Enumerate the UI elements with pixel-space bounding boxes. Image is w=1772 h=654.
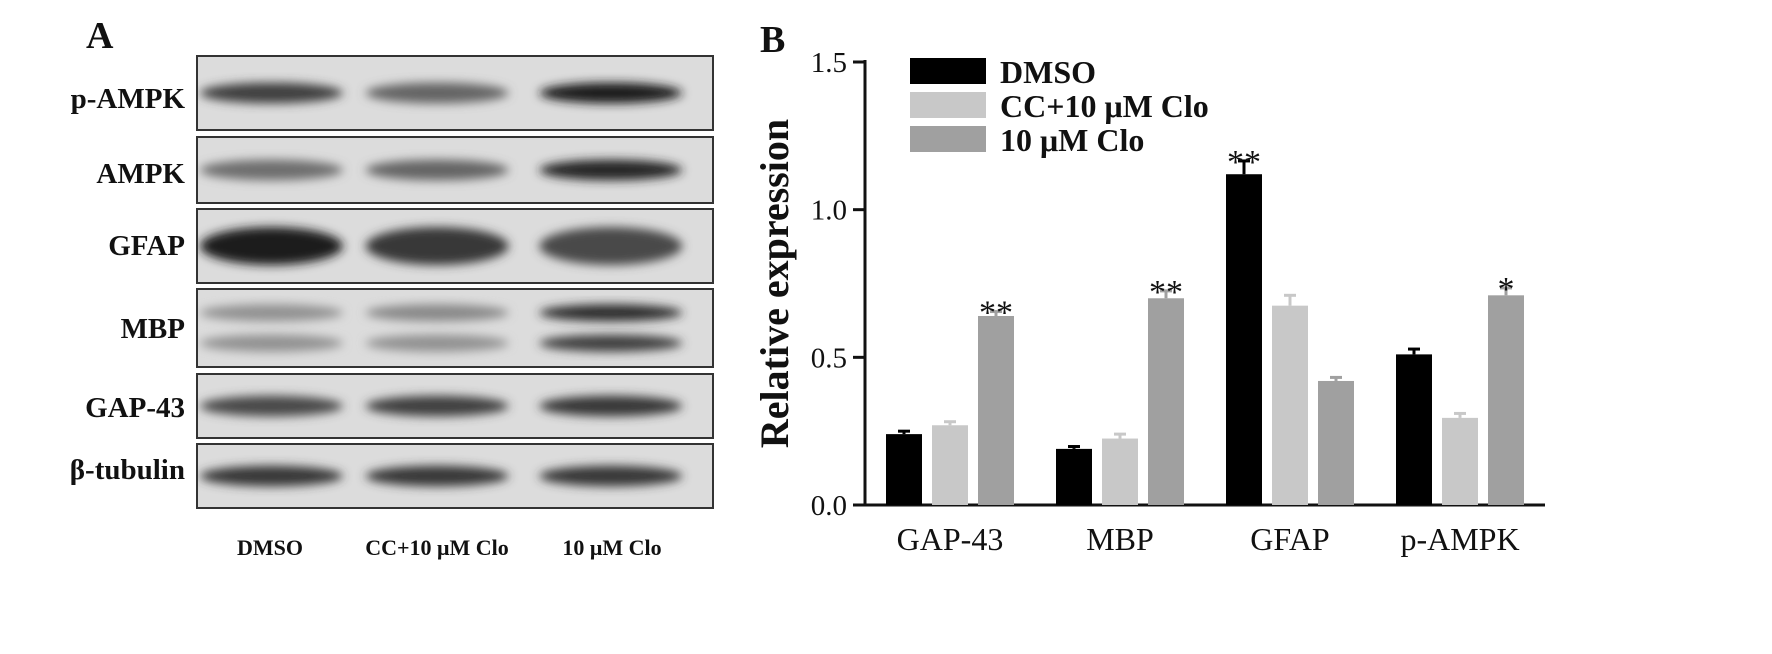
protein-band (199, 395, 343, 417)
y-tick-label: 0.5 (811, 342, 847, 374)
legend-label: DMSO (1000, 54, 1096, 90)
bar (978, 315, 1014, 505)
bar (886, 434, 922, 505)
protein-band (199, 82, 343, 104)
bar-chart: B 0.0 0.5 1.0 1.5 Relative expression ** GAP-43… (752, 19, 1545, 557)
y-tick-label: 0.0 (811, 490, 847, 522)
lane-label: CC+10 μM Clo (365, 535, 509, 560)
significance-marker: ** (1227, 144, 1261, 181)
blot-row-label: AMPK (96, 158, 185, 190)
blot-row-label: β-tubulin (69, 454, 185, 486)
bar (932, 425, 968, 505)
significance-marker: ** (1149, 274, 1183, 311)
blot-row-label: MBP (120, 313, 185, 345)
protein-band (199, 159, 343, 181)
bar (1396, 354, 1432, 505)
blot-row-label: GFAP (108, 230, 185, 262)
significance-marker: ** (979, 295, 1013, 332)
blot-image (196, 373, 714, 439)
legend-swatch (910, 126, 986, 152)
blot-image (196, 443, 714, 509)
lane-label: 10 μM Clo (562, 535, 662, 560)
protein-band (199, 465, 343, 487)
protein-band (539, 159, 683, 181)
protein-band (365, 304, 509, 322)
blot-image (196, 288, 714, 368)
blot-row-label: p-AMPK (70, 83, 185, 115)
protein-band (365, 465, 509, 487)
x-tick-label: GFAP (1250, 521, 1329, 557)
protein-band (199, 334, 343, 352)
legend-swatch (910, 92, 986, 118)
bar (1148, 298, 1184, 505)
y-axis-label: Relative expression (752, 119, 797, 448)
x-tick-label: p-AMPK (1400, 521, 1519, 557)
bar (1488, 295, 1524, 505)
blot-image (196, 208, 714, 284)
protein-band (365, 82, 509, 104)
protein-band (365, 227, 509, 265)
x-tick-label: MBP (1086, 521, 1154, 557)
blot-row-label: GAP-43 (85, 392, 185, 424)
western-blot-panel: A p-AMPK AMPK GFAP MBP GAP-43 β-tubulin DMSO C… (0, 0, 760, 654)
protein-band (539, 395, 683, 417)
protein-band (365, 395, 509, 417)
y-tick-label: 1.5 (811, 47, 847, 79)
bar (1056, 448, 1092, 505)
protein-band (365, 334, 509, 352)
y-tick-label: 1.0 (811, 195, 847, 227)
bar (1102, 438, 1138, 505)
blot-image (196, 136, 714, 204)
protein-band (539, 227, 683, 265)
legend-label: 10 μM Clo (1000, 122, 1144, 158)
significance-marker: * (1498, 271, 1515, 308)
bar (1442, 417, 1478, 505)
protein-band (539, 304, 683, 322)
bar (1226, 174, 1262, 505)
protein-band (365, 159, 509, 181)
bar (1318, 380, 1354, 505)
protein-band (199, 304, 343, 322)
panel-a-label: A (86, 15, 114, 57)
legend-label: CC+10 μM Clo (1000, 88, 1209, 124)
panel-b-label: B (760, 19, 785, 61)
x-tick-label: GAP-43 (897, 521, 1004, 557)
protein-band (199, 227, 343, 265)
legend-swatch (910, 58, 986, 84)
blot-image (196, 55, 714, 131)
bar (1272, 305, 1308, 505)
protein-band (539, 82, 683, 104)
protein-band (539, 465, 683, 487)
lane-label: DMSO (237, 535, 303, 560)
protein-band (539, 334, 683, 352)
